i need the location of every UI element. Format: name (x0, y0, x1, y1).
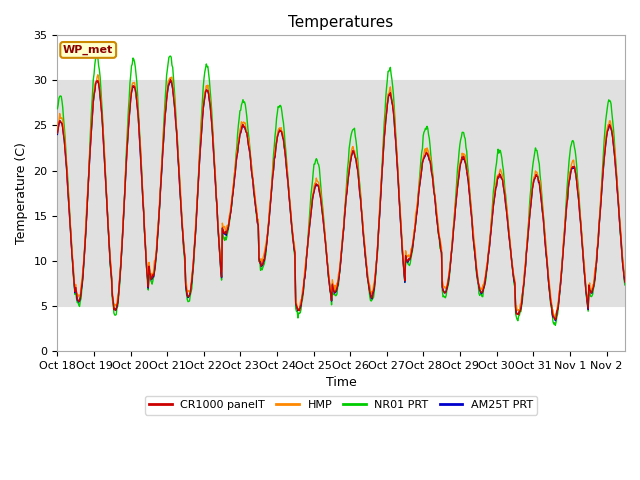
CR1000 panelT (461, 159, 469, 165)
HMP (94, 72, 102, 78)
AM25T PRT (318, 204, 326, 210)
Line: AM25T PRT: AM25T PRT (58, 81, 625, 321)
Line: CR1000 panelT: CR1000 panelT (58, 80, 625, 320)
HMP (54, 130, 61, 135)
Bar (58, 81, 625, 306)
Legend: CR1000 panelT, HMP, NR01 PRT, AM25T PRT: CR1000 panelT, HMP, NR01 PRT, AM25T PRT (145, 396, 538, 415)
CR1000 panelT (318, 204, 326, 210)
NR01 PRT (552, 323, 559, 328)
AM25T PRT (621, 279, 628, 285)
HMP (550, 315, 558, 321)
AM25T PRT (475, 284, 483, 289)
Text: WP_met: WP_met (63, 45, 113, 55)
CR1000 panelT (54, 130, 61, 136)
NR01 PRT (93, 53, 100, 59)
NR01 PRT (475, 290, 483, 296)
CR1000 panelT (621, 279, 628, 285)
NR01 PRT (621, 282, 628, 288)
HMP (461, 152, 469, 158)
NR01 PRT (56, 94, 63, 99)
CR1000 panelT (166, 77, 174, 83)
NR01 PRT (318, 194, 326, 200)
CR1000 panelT (475, 283, 483, 288)
Line: NR01 PRT: NR01 PRT (58, 56, 625, 325)
AM25T PRT (54, 132, 61, 137)
HMP (56, 111, 63, 117)
HMP (296, 300, 304, 306)
CR1000 panelT (552, 317, 559, 323)
NR01 PRT (296, 310, 304, 316)
HMP (318, 200, 326, 206)
AM25T PRT (296, 305, 304, 311)
AM25T PRT (133, 99, 141, 105)
NR01 PRT (54, 106, 61, 112)
AM25T PRT (461, 159, 469, 165)
Title: Temperatures: Temperatures (289, 15, 394, 30)
Y-axis label: Temperature (C): Temperature (C) (15, 142, 28, 244)
CR1000 panelT (296, 303, 304, 309)
X-axis label: Time: Time (326, 376, 356, 389)
CR1000 panelT (56, 118, 63, 123)
HMP (475, 282, 483, 288)
NR01 PRT (134, 92, 141, 97)
HMP (134, 101, 141, 107)
NR01 PRT (461, 136, 469, 142)
AM25T PRT (552, 318, 559, 324)
AM25T PRT (56, 118, 63, 123)
Line: HMP: HMP (58, 75, 625, 318)
CR1000 panelT (133, 99, 141, 105)
HMP (621, 273, 628, 279)
AM25T PRT (166, 78, 174, 84)
